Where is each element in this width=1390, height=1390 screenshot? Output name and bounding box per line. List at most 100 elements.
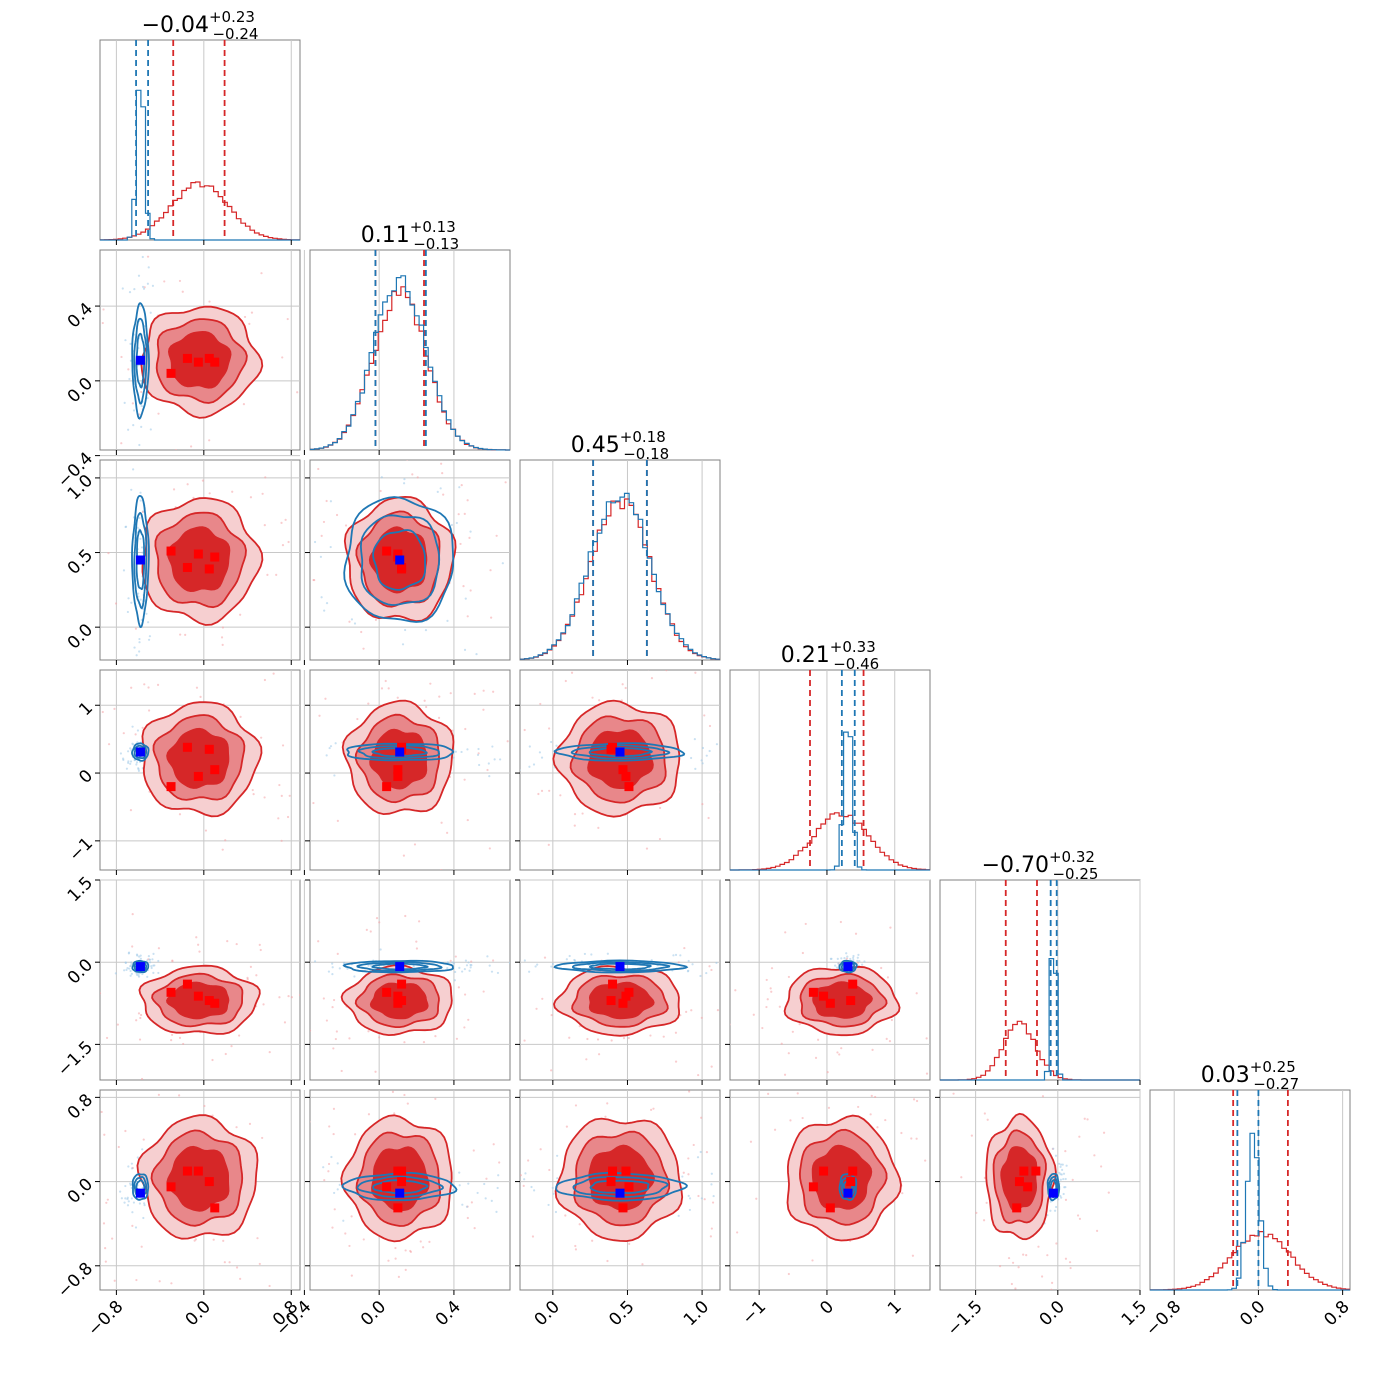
blue-sample-point xyxy=(329,545,332,549)
blue-sample-point xyxy=(141,255,144,259)
red-sample-point xyxy=(101,710,104,714)
red-sample-point xyxy=(466,1216,469,1220)
red-truth-marker xyxy=(1014,1177,1024,1187)
red-sample-point xyxy=(263,678,267,682)
y-tick-label: 1 xyxy=(75,698,97,720)
blue-contour-level-1 xyxy=(341,1172,458,1202)
red-sample-point xyxy=(437,716,441,719)
red-sample-point xyxy=(1068,1261,1072,1264)
red-sample-point xyxy=(1086,1118,1089,1121)
red-sample-point xyxy=(181,290,184,293)
blue-sample-point xyxy=(135,953,139,956)
red-sample-point xyxy=(1071,1178,1074,1181)
pair-panel-5-0 xyxy=(62,1089,301,1291)
red-sample-point xyxy=(250,311,254,314)
red-sample-point xyxy=(910,1137,913,1140)
blue-sample-point xyxy=(120,1197,123,1200)
red-contour-level-3 xyxy=(166,526,231,593)
x-tick-label: −0.8 xyxy=(84,1297,127,1340)
blue-sample-point xyxy=(139,499,142,502)
red-sample-point xyxy=(535,1007,538,1010)
blue-contour-level-3 xyxy=(589,962,652,971)
red-sample-point xyxy=(765,1086,767,1088)
red-sample-point xyxy=(466,499,469,502)
red-sample-point xyxy=(550,1069,553,1072)
red-sample-point xyxy=(170,1033,174,1036)
blue-sample-point xyxy=(674,953,678,956)
red-truth-marker xyxy=(393,771,403,781)
red-sample-point xyxy=(520,1174,522,1177)
red-sample-point xyxy=(517,1023,519,1025)
red-sample-point xyxy=(208,492,211,495)
blue-sample-point xyxy=(476,753,480,757)
red-sample-point xyxy=(649,1034,652,1037)
red-sample-point xyxy=(140,1077,144,1080)
blue-sample-point xyxy=(119,752,123,755)
red-sample-point xyxy=(428,1240,431,1243)
blue-sample-point xyxy=(490,970,494,973)
red-truth-marker xyxy=(848,1166,858,1176)
blue-sample-point xyxy=(141,1186,144,1190)
blue-sample-point xyxy=(1062,1177,1065,1181)
blue-sample-point xyxy=(677,1214,680,1217)
red-sample-point xyxy=(1078,1135,1081,1138)
blue-sample-point xyxy=(845,952,848,955)
red-sample-point xyxy=(719,791,720,793)
red-truth-marker xyxy=(382,1182,392,1192)
blue-sample-point xyxy=(672,954,675,957)
red-sample-point xyxy=(578,1223,581,1226)
red-truth-marker xyxy=(1031,1166,1041,1176)
blue-sample-point xyxy=(151,958,154,961)
red-sample-point xyxy=(332,1047,335,1050)
blue-sample-point xyxy=(470,964,473,967)
red-sample-point xyxy=(463,778,466,781)
red-sample-point xyxy=(128,460,130,461)
red-sample-point xyxy=(170,1039,173,1042)
red-sample-point xyxy=(280,839,283,842)
blue-sample-point xyxy=(469,530,472,533)
red-truth-marker xyxy=(624,1182,634,1192)
blue-truth-marker xyxy=(843,962,853,972)
red-sample-point xyxy=(301,632,303,634)
red-sample-point xyxy=(604,1115,607,1118)
red-sample-point xyxy=(440,462,443,465)
blue-sample-point xyxy=(137,274,141,277)
red-sample-point xyxy=(256,1237,259,1240)
blue-sample-point xyxy=(135,973,139,976)
blue-sample-point xyxy=(127,1165,130,1168)
red-sample-point xyxy=(348,1244,351,1248)
blue-sample-point xyxy=(138,1202,141,1205)
blue-sample-point xyxy=(1064,1186,1067,1189)
blue-sample-point xyxy=(126,1196,129,1199)
blue-sample-point xyxy=(1059,1178,1062,1181)
red-sample-point xyxy=(249,496,253,499)
red-sample-point xyxy=(242,402,246,406)
red-sample-point xyxy=(413,663,415,665)
blue-sample-point xyxy=(139,598,142,601)
red-sample-point xyxy=(548,789,551,792)
blue-truth-marker xyxy=(135,747,145,757)
blue-sample-point xyxy=(157,971,160,975)
blue-sample-point xyxy=(590,953,593,956)
blue-sample-point xyxy=(130,1197,133,1200)
red-sample-point xyxy=(62,1153,64,1155)
red-sample-point xyxy=(548,1168,551,1172)
red-truth-marker xyxy=(210,357,220,367)
blue-sample-point xyxy=(147,621,150,624)
red-sample-point xyxy=(192,496,195,499)
blue-sample-point xyxy=(1062,1192,1065,1196)
blue-sample-point xyxy=(458,966,461,969)
blue-contour-level-1 xyxy=(342,959,454,974)
red-truth-marker xyxy=(618,998,628,1008)
blue-sample-point xyxy=(463,648,467,651)
blue-truth-marker xyxy=(395,1188,405,1198)
red-sample-point xyxy=(565,1125,569,1128)
red-sample-point xyxy=(652,1107,655,1110)
x-tick-label: 0.0 xyxy=(1036,1297,1069,1330)
red-sample-point xyxy=(263,796,266,799)
blue-sample-point xyxy=(138,637,141,641)
blue-sample-point xyxy=(852,958,855,962)
red-sample-point xyxy=(765,1005,768,1009)
red-sample-point xyxy=(1083,1117,1086,1120)
red-sample-point xyxy=(537,792,540,796)
